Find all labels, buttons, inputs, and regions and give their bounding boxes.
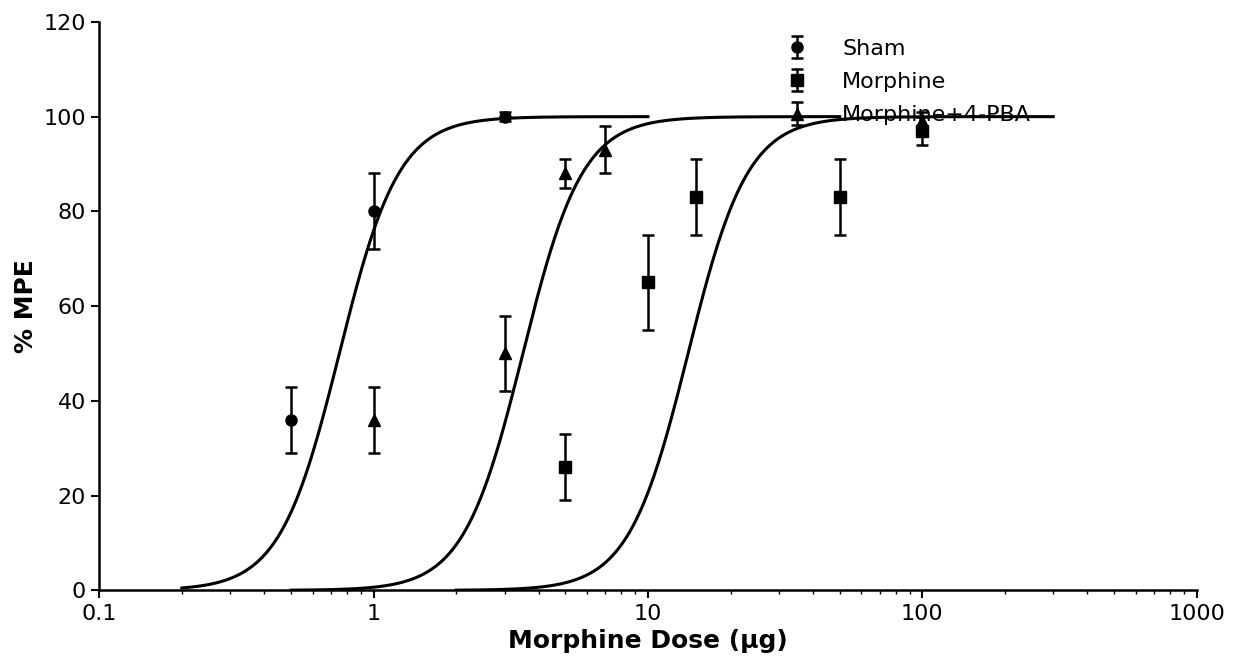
X-axis label: Morphine Dose (μg): Morphine Dose (μg) <box>508 629 788 653</box>
Y-axis label: % MPE: % MPE <box>14 259 38 353</box>
Legend: Sham, Morphine, Morphine+4-PBA: Sham, Morphine, Morphine+4-PBA <box>769 39 1031 125</box>
